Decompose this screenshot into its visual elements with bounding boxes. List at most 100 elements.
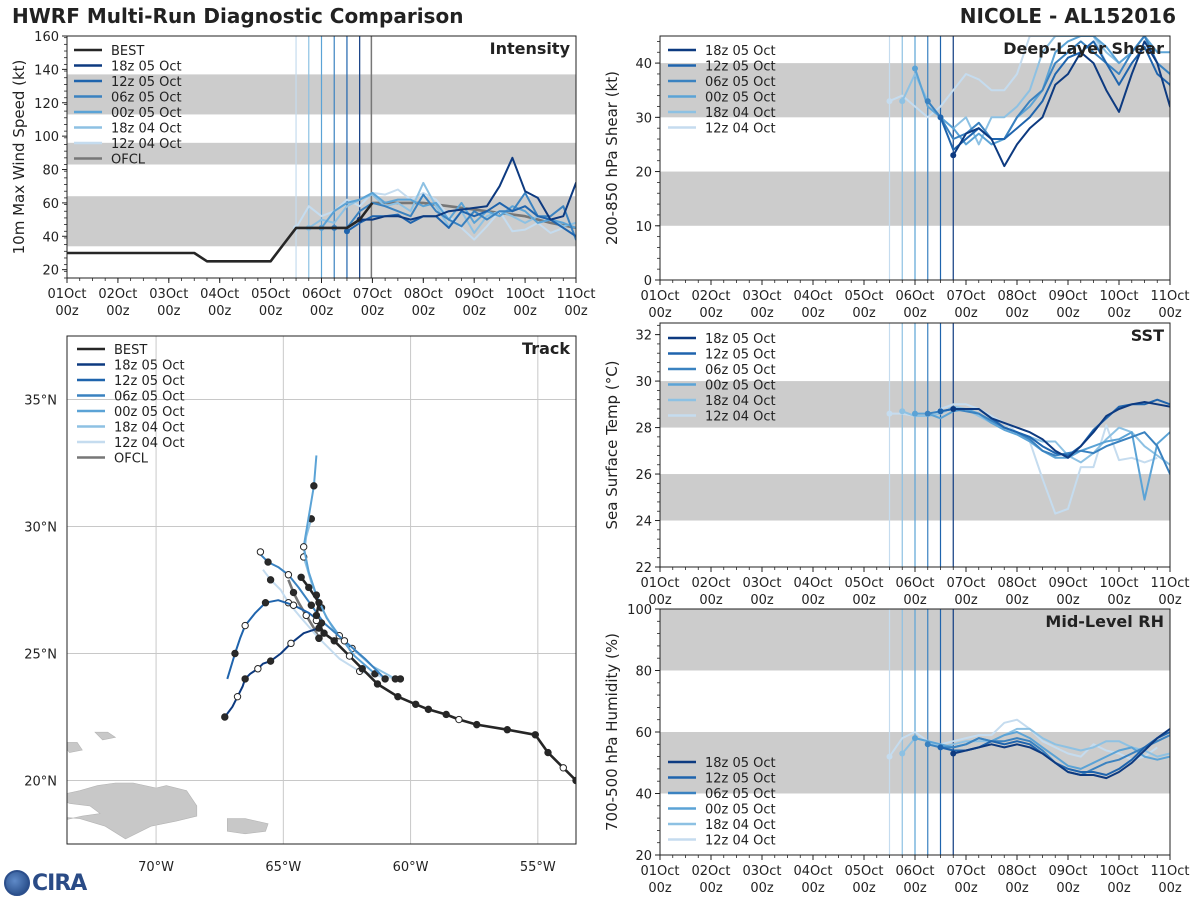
sst-xtick-sublabel: 00z (903, 593, 927, 608)
track-point-best (424, 705, 433, 714)
rh-ytick-label: 20 (635, 849, 652, 864)
track-xtick-label: 70°W (138, 860, 174, 875)
sst-ytick-label: 30 (635, 375, 652, 390)
rh-xtick-label: 04Oct (793, 864, 832, 879)
rh-xtick-sublabel: 00z (648, 881, 672, 896)
rh-xtick-sublabel: 00z (750, 881, 774, 896)
intensity-xtick-sublabel: 00z (106, 304, 130, 319)
land-turks-caicos (94, 731, 117, 741)
intensity-legend-label: 00z 05 Oct (111, 106, 182, 121)
track-point-best (305, 583, 313, 592)
track-point-12z-05-oct (241, 621, 249, 630)
rh-xtick-label: 07Oct (946, 864, 985, 879)
intensity-ytick-label: 80 (42, 164, 59, 179)
rh-xtick-sublabel: 00z (903, 881, 927, 896)
globe-icon (4, 870, 30, 896)
rh-xtick-label: 06Oct (895, 864, 934, 879)
intensity-ytick-label: 100 (34, 130, 59, 145)
rh-xtick-sublabel: 00z (954, 881, 978, 896)
track-point-06z-05-oct (256, 548, 265, 556)
shear-xtick-label: 03Oct (742, 289, 781, 304)
shear-ylabel: 200-850 hPa Shear (kt) (603, 71, 621, 245)
intensity-ytick-label: 160 (34, 30, 59, 45)
intensity-legend-label: 12z 04 Oct (111, 137, 182, 152)
track-series-00z-05-oct (302, 455, 376, 675)
intensity-xtick-sublabel: 00z (55, 304, 79, 319)
sst-xtick-sublabel: 00z (801, 593, 825, 608)
intensity-xtick-label: 09Oct (455, 287, 494, 302)
rh-ytick-label: 80 (635, 665, 652, 680)
track-panel: 70°W 65°W 60°W 55°W 20°N 25°N 30°N 35°N Track BES… (24, 335, 577, 875)
sst-xtick-label: 11Oct (1150, 576, 1189, 591)
sst-xtick-label: 05Oct (844, 576, 883, 591)
shear-xtick-label: 02Oct (691, 289, 730, 304)
intensity-xtick-label: 03Oct (149, 287, 188, 302)
sst-xtick-label: 10Oct (1099, 576, 1138, 591)
shear-xtick-sublabel: 00z (1005, 306, 1029, 321)
track-point-00z-05-oct (371, 670, 379, 678)
track-ytick-label: 20°N (24, 775, 57, 790)
shear-panel: 0 10 20 30 40 01Oct 00z 02Oct 00z 03Oct 00z 04Oct 00… (603, 35, 1190, 321)
track-ytick-label: 30°N (24, 521, 57, 536)
track-point-best (320, 629, 328, 637)
track-point-18z-04-oct (391, 675, 400, 683)
rh-start-point-12z-04-oct (886, 753, 893, 760)
rh-xtick-label: 03Oct (742, 864, 781, 879)
intensity-panel: 20 40 60 80 100 120 140 160 01Oct 00z 02Oct 00z 03Oc… (10, 30, 596, 319)
intensity-xtick-sublabel: 00z (361, 304, 385, 319)
rh-xtick-sublabel: 00z (852, 881, 876, 896)
rh-legend-label: 18z 04 Oct (705, 818, 776, 833)
land-hispaniola (67, 782, 198, 840)
intensity-ytick-label: 20 (42, 264, 59, 279)
sst-xtick-sublabel: 00z (1056, 593, 1080, 608)
shear-series-18z-05-oct (952, 40, 1170, 168)
sst-legend-label: 00z 05 Oct (705, 379, 776, 394)
sst-xtick-sublabel: 00z (852, 593, 876, 608)
sst-ylabel: Sea Surface Temp (°C) (603, 360, 621, 529)
track-point-18z-05-oct (233, 692, 242, 701)
rh-start-point-18z-04-oct (899, 750, 906, 757)
track-point-06z-05-oct (264, 558, 272, 566)
intensity-plot-area (67, 36, 576, 278)
shear-xtick-label: 06Oct (895, 289, 934, 304)
shear-xtick-sublabel: 00z (954, 306, 978, 321)
track-point-best (503, 726, 511, 734)
shear-xtick-sublabel: 00z (1107, 306, 1131, 321)
sst-xtick-label: 08Oct (997, 576, 1036, 591)
shear-xtick-label: 07Oct (946, 289, 985, 304)
rh-xtick-label: 02Oct (691, 864, 730, 879)
rh-xtick-sublabel: 00z (1005, 881, 1029, 896)
sst-ytick-label: 28 (635, 422, 652, 437)
shear-legend-label: 18z 04 Oct (705, 106, 776, 121)
track-point-best (544, 748, 552, 757)
rh-ytick-label: 60 (635, 726, 652, 741)
intensity-ytick-label: 140 (34, 63, 59, 78)
rh-start-point-18z-05-oct (950, 750, 957, 757)
shear-xtick-sublabel: 00z (1158, 306, 1182, 321)
shear-ytick-label: 30 (635, 111, 652, 126)
track-xtick-label: 60°W (393, 860, 429, 875)
track-legend-label: OFCL (114, 452, 149, 467)
storm-title: NICOLE - AL152016 (959, 4, 1176, 28)
intensity-xtick-label: 10Oct (506, 287, 545, 302)
shear-ytick-label: 0 (644, 274, 652, 289)
track-point-06z-05-oct (307, 601, 316, 609)
cira-logo: CIRA (4, 868, 87, 898)
sst-panel: 22 24 26 28 30 32 01Oct 00z 02Oct 00z 03Oct 00z 04Oc… (603, 322, 1190, 608)
rh-legend-label: 12z 04 Oct (705, 834, 776, 849)
intensity-ytick-label: 60 (42, 197, 59, 212)
track-point-18z-05-oct (266, 657, 275, 665)
intensity-ytick-label: 40 (42, 230, 59, 245)
shear-xtick-label: 09Oct (1048, 289, 1087, 304)
intensity-series-06z-05-oct (334, 191, 576, 241)
intensity-xtick-sublabel: 00z (463, 304, 487, 319)
intensity-ytick-label: 120 (34, 97, 59, 112)
shear-xtick-label: 05Oct (844, 289, 883, 304)
track-legend-label: 18z 04 Oct (114, 421, 185, 436)
rh-panel: 20 40 60 80 100 01Oct 00z 02Oct 00z 03Oct 00z 04Oct… (603, 603, 1190, 896)
intensity-xtick-sublabel: 00z (564, 304, 588, 319)
track-legend-label: 12z 05 Oct (114, 374, 185, 389)
track-point-best (394, 692, 402, 701)
rh-plot-area (660, 609, 1170, 855)
